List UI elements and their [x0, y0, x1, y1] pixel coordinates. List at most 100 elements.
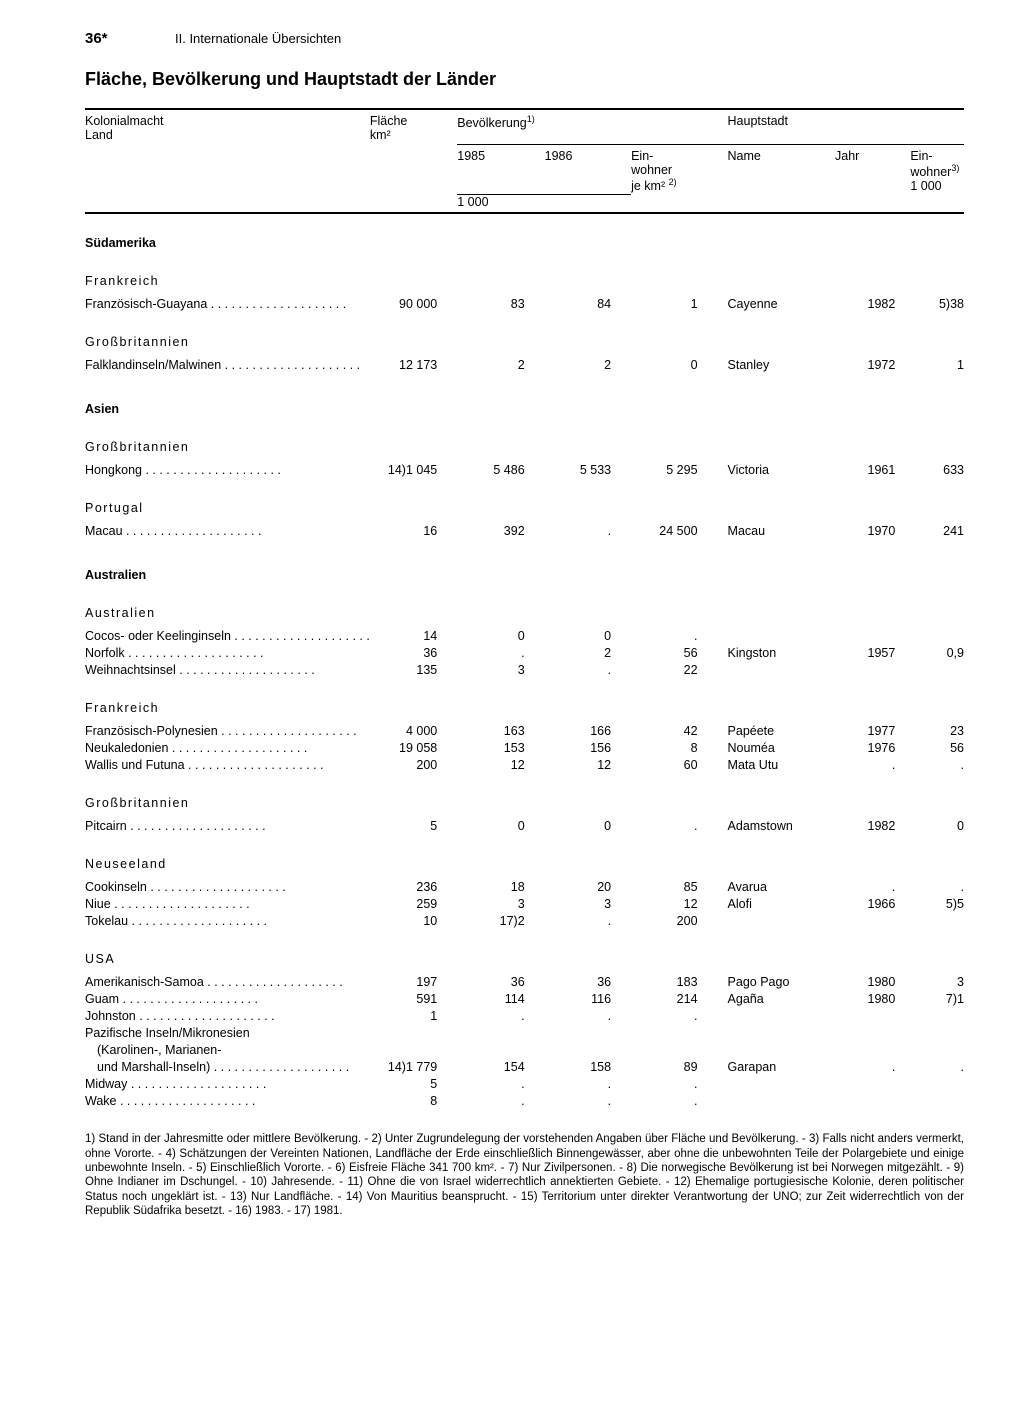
table-row: (Karolinen-, Marianen-: [85, 1042, 964, 1059]
cell-capital: [728, 1076, 835, 1093]
cell-year: 1980: [835, 974, 910, 991]
cell-1985: 154: [457, 1059, 544, 1076]
col-density: Ein- wohner je km² 2): [631, 144, 727, 195]
col-land: Kolonialmacht Land: [85, 109, 370, 144]
cell-density: 85: [631, 879, 727, 896]
colonial-power: Neuseeland: [85, 843, 964, 879]
table-row: Weihnachtsinsel . . . . . . . . . . . . …: [85, 662, 964, 679]
cell-cap-pop: 1: [910, 357, 964, 374]
cell-density: 214: [631, 991, 727, 1008]
colonial-power: Frankreich: [85, 687, 964, 723]
cell-1985: 0: [457, 628, 544, 645]
cell-density: .: [631, 1093, 727, 1110]
cell-density: 8: [631, 740, 727, 757]
cell-year: 1966: [835, 896, 910, 913]
cell-area: 5: [370, 1076, 457, 1093]
cell-capital: Kingston: [728, 645, 835, 662]
cell-land: Falklandinseln/Malwinen . . . . . . . . …: [85, 357, 370, 374]
cell-1985: 5 486: [457, 462, 544, 479]
cell-density: [631, 1042, 727, 1059]
cell-1985: .: [457, 1008, 544, 1025]
cell-land: (Karolinen-, Marianen-: [85, 1042, 370, 1059]
cell-area: 10: [370, 913, 457, 930]
cell-year: [835, 1076, 910, 1093]
cell-land: Weihnachtsinsel . . . . . . . . . . . . …: [85, 662, 370, 679]
cell-capital: Stanley: [728, 357, 835, 374]
cell-year: 1961: [835, 462, 910, 479]
cell-1985: 392: [457, 523, 544, 540]
cell-year: 1976: [835, 740, 910, 757]
cell-capital: Victoria: [728, 462, 835, 479]
cell-capital: Agaña: [728, 991, 835, 1008]
cell-1985: 3: [457, 662, 544, 679]
cell-land: Johnston . . . . . . . . . . . . . . . .…: [85, 1008, 370, 1025]
cell-1985: 163: [457, 723, 544, 740]
cell-capital: Macau: [728, 523, 835, 540]
cell-area: 1: [370, 1008, 457, 1025]
page: 36* II. Internationale Übersichten Fläch…: [0, 0, 1024, 1406]
cell-1986: 20: [545, 879, 631, 896]
cell-land: Wallis und Futuna . . . . . . . . . . . …: [85, 757, 370, 774]
cell-land: Wake . . . . . . . . . . . . . . . . . .…: [85, 1093, 370, 1110]
cell-1985: 36: [457, 974, 544, 991]
cell-area: 19 058: [370, 740, 457, 757]
table-row: Macau . . . . . . . . . . . . . . . . . …: [85, 523, 964, 540]
cell-1986: 116: [545, 991, 631, 1008]
cell-density: .: [631, 1008, 727, 1025]
cell-cap-pop: 3: [910, 974, 964, 991]
cell-1986: .: [545, 662, 631, 679]
cell-1985: .: [457, 1093, 544, 1110]
cell-year: 1982: [835, 818, 910, 835]
table-row: Pazifische Inseln/Mikronesien: [85, 1025, 964, 1042]
cell-area: 8: [370, 1093, 457, 1110]
cell-1986: .: [545, 523, 631, 540]
cell-area: 14)1 779: [370, 1059, 457, 1076]
cell-1986: [545, 1042, 631, 1059]
cell-capital: Nouméa: [728, 740, 835, 757]
cell-area: 14)1 045: [370, 462, 457, 479]
cell-capital: Alofi: [728, 896, 835, 913]
cell-1986: 0: [545, 818, 631, 835]
cell-capital: Garapan: [728, 1059, 835, 1076]
cell-cap-pop: .: [910, 757, 964, 774]
header-row-1: Kolonialmacht Land Fläche km² Bevölkerun…: [85, 109, 964, 144]
table-row: Johnston . . . . . . . . . . . . . . . .…: [85, 1008, 964, 1025]
cell-density: .: [631, 628, 727, 645]
col-1985: 1985: [457, 144, 544, 195]
cell-density: 24 500: [631, 523, 727, 540]
cell-area: 36: [370, 645, 457, 662]
table-row: Guam . . . . . . . . . . . . . . . . . .…: [85, 991, 964, 1008]
cell-1986: 84: [545, 296, 631, 313]
cell-1986: [545, 1025, 631, 1042]
cell-1986: 156: [545, 740, 631, 757]
cell-cap-pop: [910, 1008, 964, 1025]
table-row: Midway . . . . . . . . . . . . . . . . .…: [85, 1076, 964, 1093]
page-header: 36* II. Internationale Übersichten: [85, 30, 964, 47]
table-row: Tokelau . . . . . . . . . . . . . . . . …: [85, 913, 964, 930]
table-row: Pitcairn . . . . . . . . . . . . . . . .…: [85, 818, 964, 835]
cell-1985: 12: [457, 757, 544, 774]
cell-cap-pop: [910, 1025, 964, 1042]
cell-1985: [457, 1025, 544, 1042]
cell-cap-pop: 56: [910, 740, 964, 757]
cell-year: [835, 628, 910, 645]
cell-density: 22: [631, 662, 727, 679]
colonial-power: Portugal: [85, 487, 964, 523]
cell-area: 259: [370, 896, 457, 913]
colonial-power: Frankreich: [85, 260, 964, 296]
cell-year: 1972: [835, 357, 910, 374]
colonial-power: USA: [85, 938, 964, 974]
header-row-3: 1 000: [85, 195, 964, 214]
cell-year: [835, 1093, 910, 1110]
cell-land: Französisch-Guayana . . . . . . . . . . …: [85, 296, 370, 313]
cell-year: [835, 662, 910, 679]
cell-1986: 5 533: [545, 462, 631, 479]
cell-cap-pop: [910, 1042, 964, 1059]
region-header: Australien: [85, 548, 964, 592]
cell-cap-pop: 633: [910, 462, 964, 479]
cell-cap-pop: 0: [910, 818, 964, 835]
cell-capital: Adamstown: [728, 818, 835, 835]
cell-cap-pop: 5)38: [910, 296, 964, 313]
cell-land: Tokelau . . . . . . . . . . . . . . . . …: [85, 913, 370, 930]
cell-year: 1970: [835, 523, 910, 540]
